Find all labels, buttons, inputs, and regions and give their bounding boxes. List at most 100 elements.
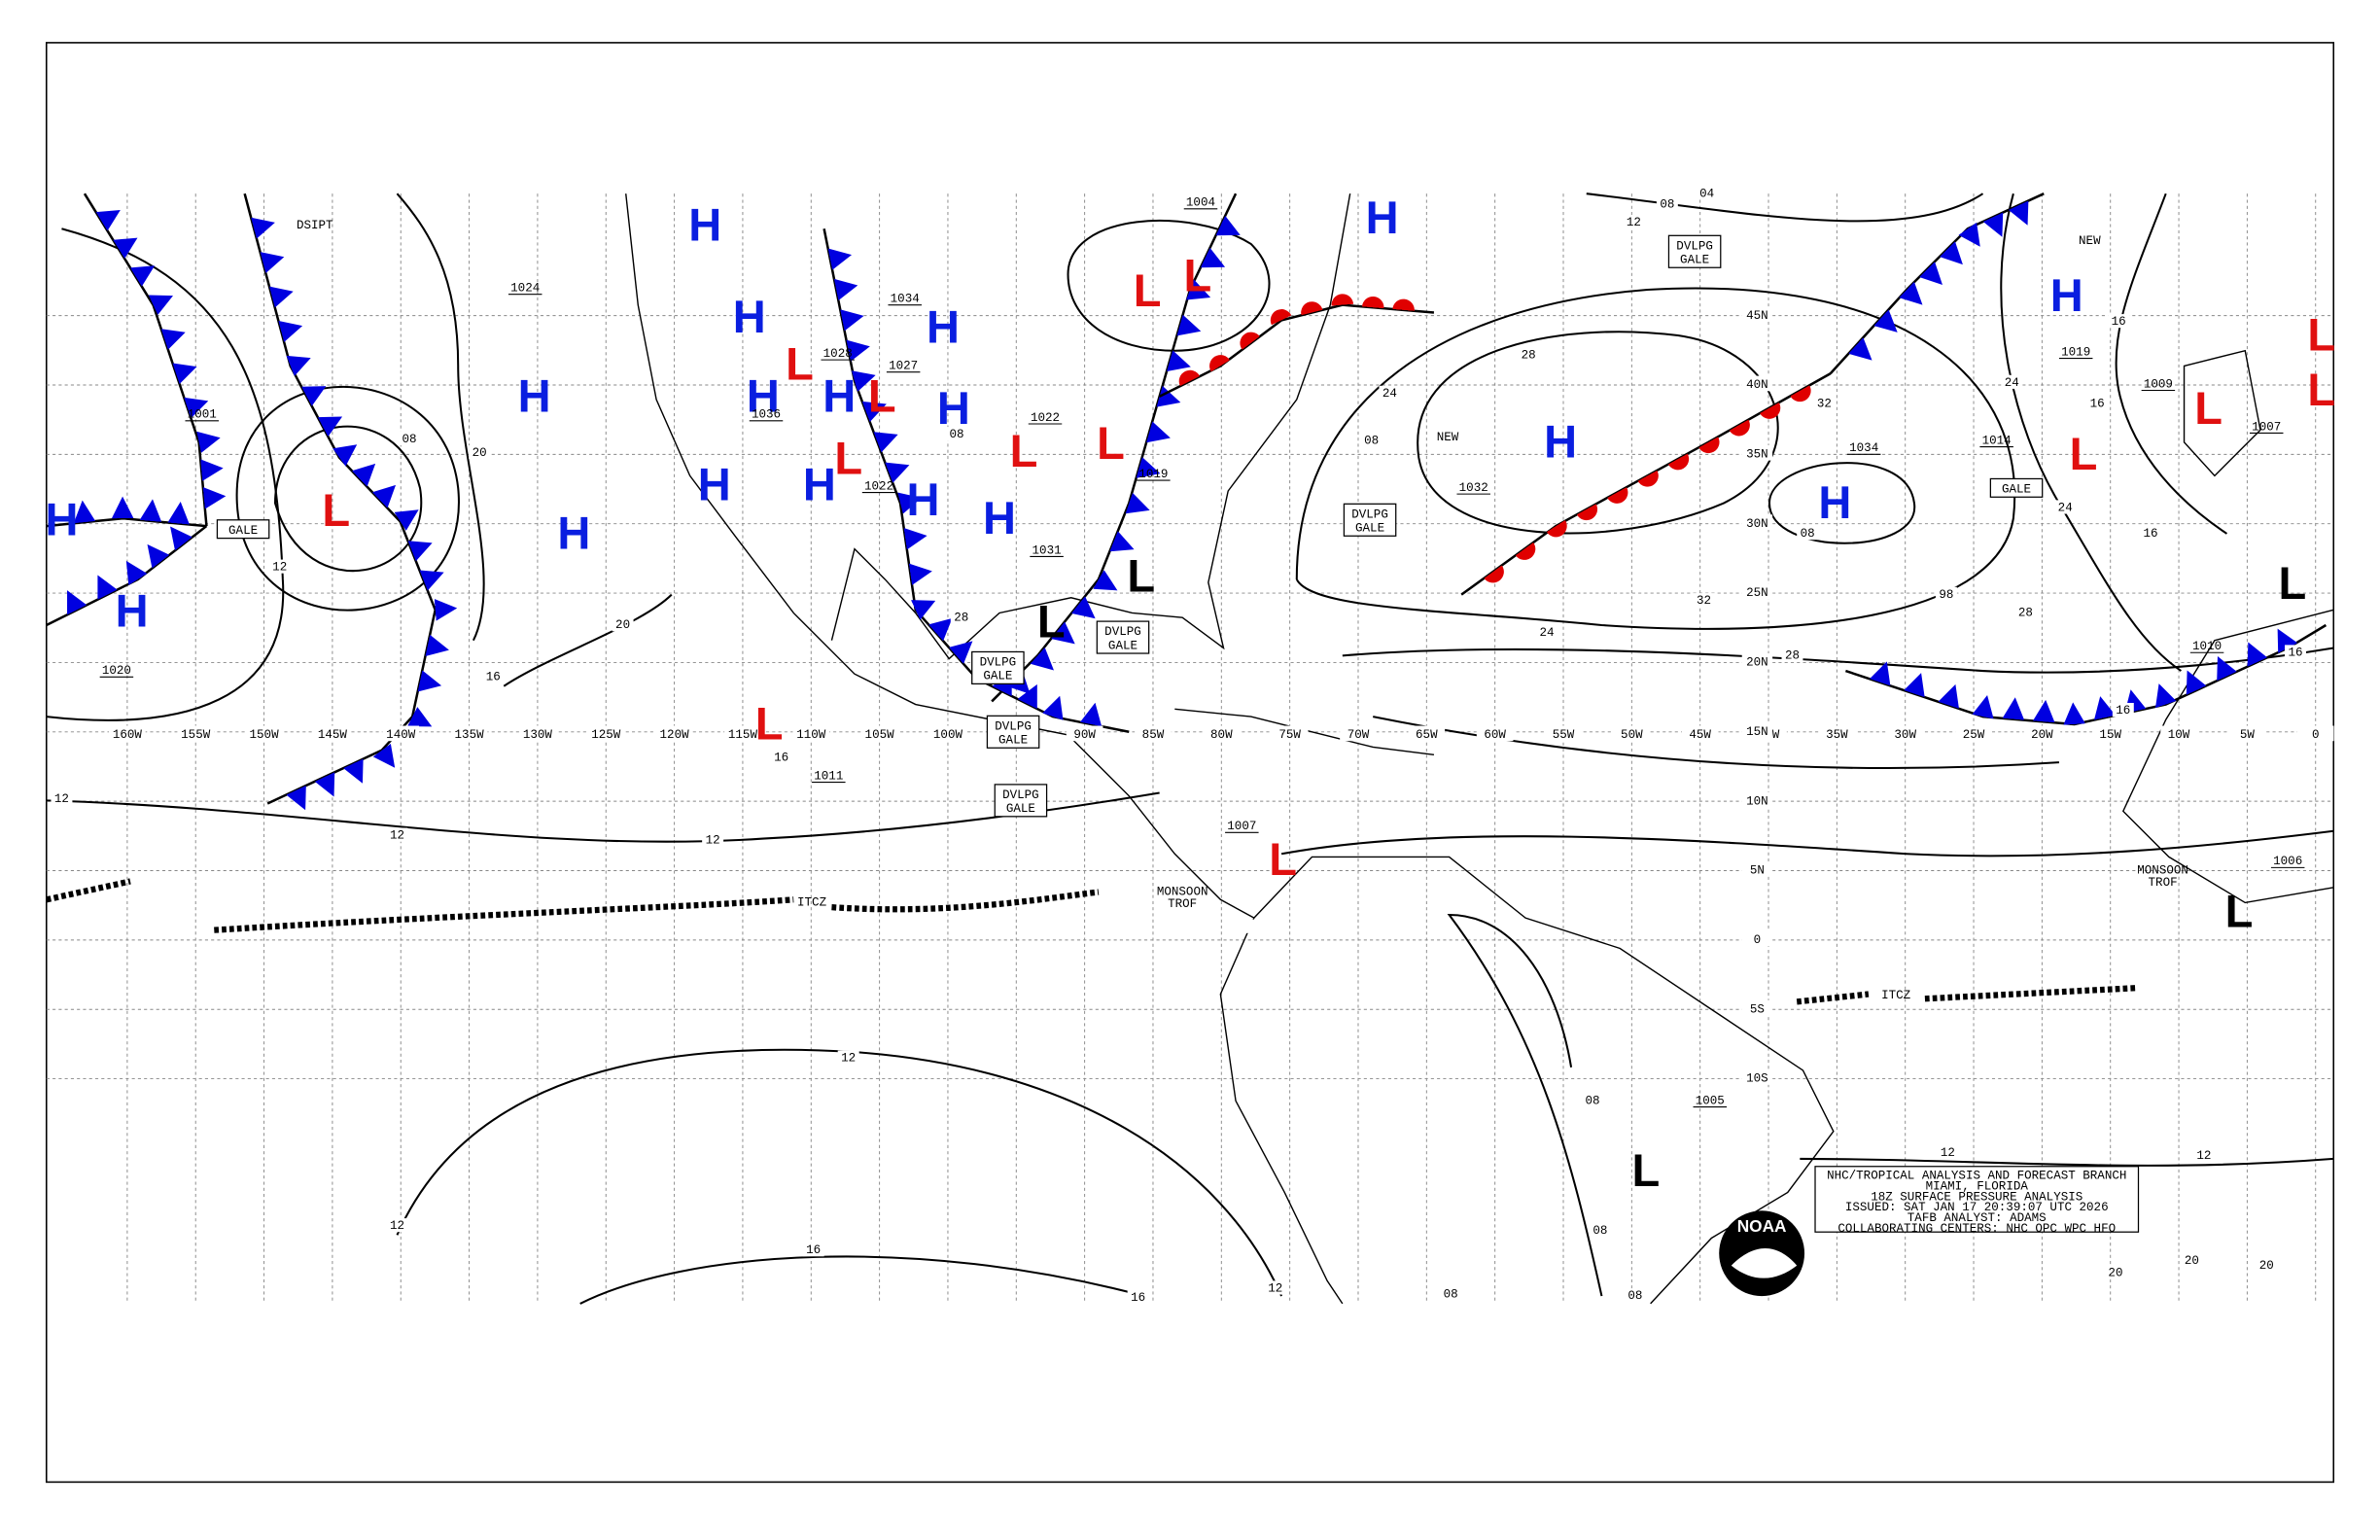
lon-label-bg: [587, 725, 625, 742]
high-center: H: [1818, 476, 1851, 528]
iso-label-bg: [1536, 625, 1558, 640]
longitude-label: 45W: [1689, 728, 1711, 742]
tropical-low: L: [1632, 1144, 1661, 1196]
lon-label-bg: [1818, 725, 1856, 742]
central-pressure: 1014: [1982, 434, 2012, 447]
iso-label-bg: [482, 669, 505, 683]
isobar-label: 12: [1941, 1146, 1955, 1160]
cold-front: [83, 192, 227, 527]
isobar-label: 12: [1627, 216, 1641, 229]
annotation-box: [986, 715, 1040, 749]
lat-label-bg: [1741, 791, 1773, 808]
high-center: H: [803, 458, 836, 509]
iso-label-bg: [2192, 1147, 2215, 1163]
lon-label-bg: [109, 725, 146, 742]
lat-label-bg: [1741, 653, 1773, 669]
central-pressure: 1031: [1032, 543, 1062, 557]
lon-label-bg: [2296, 725, 2334, 742]
latitude-label: 10N: [1746, 794, 1768, 808]
iso-label-bg: [1127, 1289, 1149, 1304]
iso-label-bg: [1379, 385, 1401, 400]
central-pressure: 1004: [1186, 196, 1215, 210]
iso-label-bg: [2156, 904, 2179, 919]
high-center: H: [1544, 415, 1577, 467]
lon-label-bg: [1681, 725, 1719, 742]
isobar-label: 28: [1785, 649, 1800, 663]
isobar-label: 12: [1268, 1281, 1282, 1295]
high-center: H: [116, 584, 149, 636]
iso-label-bg: [2104, 1265, 2126, 1279]
low-center: L: [1269, 833, 1297, 885]
annotation-box: [1989, 477, 2044, 498]
cold-front: [46, 496, 207, 528]
central-pressure: 1028: [823, 347, 853, 361]
boxed-annotation: GALE: [1108, 639, 1138, 652]
lon-label-bg: [314, 725, 351, 742]
tropical-low: L: [1037, 595, 1066, 647]
latitude-label: 5S: [1750, 1002, 1765, 1016]
annotation-box: [1343, 503, 1397, 537]
central-pressure: 1019: [1138, 468, 1168, 481]
iso-label-bg: [1234, 919, 1256, 933]
info-line: ISSUED: SAT JAN 17 20:39:07 UTC 2026: [1845, 1201, 2109, 1214]
longitude-label: 55W: [1553, 728, 1575, 742]
central-pressure: 1027: [889, 360, 918, 373]
annotation-box: [971, 650, 1025, 685]
lon-label-bg: [1886, 725, 1924, 742]
lon-label-bg: [1613, 725, 1651, 742]
iso-label-bg: [702, 832, 724, 847]
boxed-annotation: DVLPG: [1002, 788, 1039, 802]
lon-label-bg: [860, 725, 898, 742]
longitude-label: 135W: [455, 728, 485, 742]
longitude-label: 70W: [1348, 728, 1370, 742]
iso-label-bg: [1935, 586, 1957, 601]
iso-label-bg: [2086, 396, 2109, 410]
boxed-annotation: GALE: [983, 670, 1012, 683]
annotation-box: [994, 784, 1048, 818]
info-box: NHC/TROPICAL ANALYSIS AND FORECAST BRANC…: [1814, 1166, 2140, 1236]
iso-label-bg: [2140, 526, 2162, 541]
isobar-label: 08: [1586, 1094, 1600, 1107]
latitude-label: 45N: [1746, 309, 1768, 323]
lon-label-bg: [382, 725, 420, 742]
lon-label-bg: [2228, 725, 2266, 742]
noaa-logo: NOAA: [1719, 1210, 1805, 1297]
iso-label-bg: [1264, 1280, 1286, 1295]
longitude-label: 160W: [113, 728, 143, 742]
lon-label-bg: [177, 725, 215, 742]
longitude-label: 90W: [1073, 728, 1096, 742]
isobar-label: 20: [2108, 1267, 2122, 1280]
longitude-label: 20W: [2031, 728, 2053, 742]
isobar-label: 28: [1522, 349, 1536, 363]
iso-label-bg: [837, 1050, 859, 1065]
central-pressure: 1036: [752, 408, 781, 422]
tropical-low: L: [1127, 549, 1155, 601]
lon-label-bg: [450, 725, 488, 742]
longitude-label: 150W: [250, 728, 280, 742]
latitude-label: 25N: [1746, 586, 1768, 600]
central-pressure: 1032: [1459, 481, 1488, 495]
central-pressure: 1007: [2252, 420, 2281, 434]
lon-label-bg: [724, 725, 761, 742]
iso-label-bg: [802, 1242, 824, 1257]
high-center: H: [2050, 269, 2083, 321]
central-pressure: 1034: [891, 293, 920, 306]
isobar-label: 24: [2058, 501, 2073, 514]
iso-label-bg: [2181, 1253, 2203, 1268]
isobar-label: 32: [1697, 594, 1711, 608]
high-center: H: [518, 369, 551, 421]
central-pressure: 1034: [1849, 441, 1878, 455]
high-center: H: [557, 507, 590, 558]
latitude-label: 10S: [1746, 1072, 1768, 1086]
iso-label-bg: [1781, 648, 1803, 662]
lat-label-bg: [1741, 861, 1773, 877]
isobar-label: 08: [1660, 197, 1674, 211]
latitude-label: 30N: [1746, 517, 1768, 531]
cold-front: [991, 192, 1241, 703]
central-pressure: 1020: [102, 664, 131, 678]
longitude-label: 5W: [2240, 728, 2256, 742]
isobar-label: 16: [2090, 398, 2105, 411]
isobar-label: 24: [2005, 376, 2019, 390]
central-pressure: 1005: [1696, 1094, 1725, 1107]
